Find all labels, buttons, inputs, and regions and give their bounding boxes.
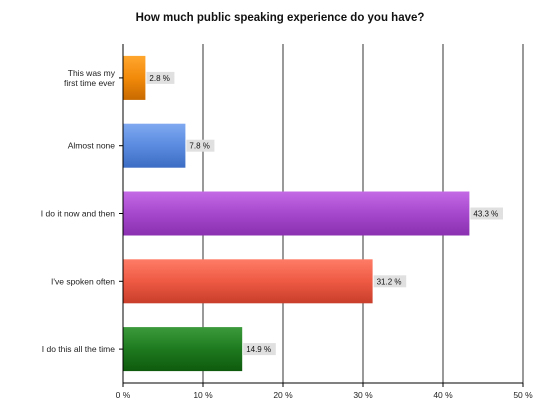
x-tick-label: 10 % — [193, 390, 213, 400]
data-label: 7.8 % — [189, 142, 209, 151]
data-label: 14.9 % — [246, 345, 271, 354]
bar — [123, 327, 243, 372]
data-label-background — [146, 71, 175, 84]
data-label-background — [186, 139, 215, 152]
data-label: 43.3 % — [473, 210, 498, 219]
axes — [119, 44, 524, 387]
x-tick-label: 0 % — [116, 390, 131, 400]
chart-title: How much public speaking experience do y… — [136, 12, 425, 24]
x-tick-label: 20 % — [273, 390, 293, 400]
category-label: first time ever — [64, 78, 115, 88]
data-label-background — [243, 343, 276, 356]
data-label: 31.2 % — [377, 277, 402, 286]
category-label: Almost none — [68, 141, 116, 151]
data-label-background — [373, 275, 407, 288]
bars — [123, 55, 470, 372]
category-label: This was my — [68, 68, 116, 78]
bar — [123, 191, 470, 236]
x-tick-label: 50 % — [513, 390, 533, 400]
data-label: 2.8 % — [149, 74, 169, 83]
category-label: I've spoken often — [51, 276, 115, 286]
data-labels: 2.8 % 7.8 % 43.3 % 31.2 % 14.9 % — [146, 71, 503, 356]
bar — [123, 55, 146, 100]
category-label: I do it now and then — [41, 209, 115, 219]
data-label-background — [470, 207, 503, 220]
bar — [123, 123, 186, 168]
category-label: I do this all the time — [42, 344, 116, 354]
x-tick-labels: 0 % 10 % 20 % 30 % 40 % 50 % — [116, 390, 533, 400]
bar — [123, 259, 373, 304]
x-tick-label: 30 % — [353, 390, 373, 400]
x-tick-label: 40 % — [433, 390, 453, 400]
